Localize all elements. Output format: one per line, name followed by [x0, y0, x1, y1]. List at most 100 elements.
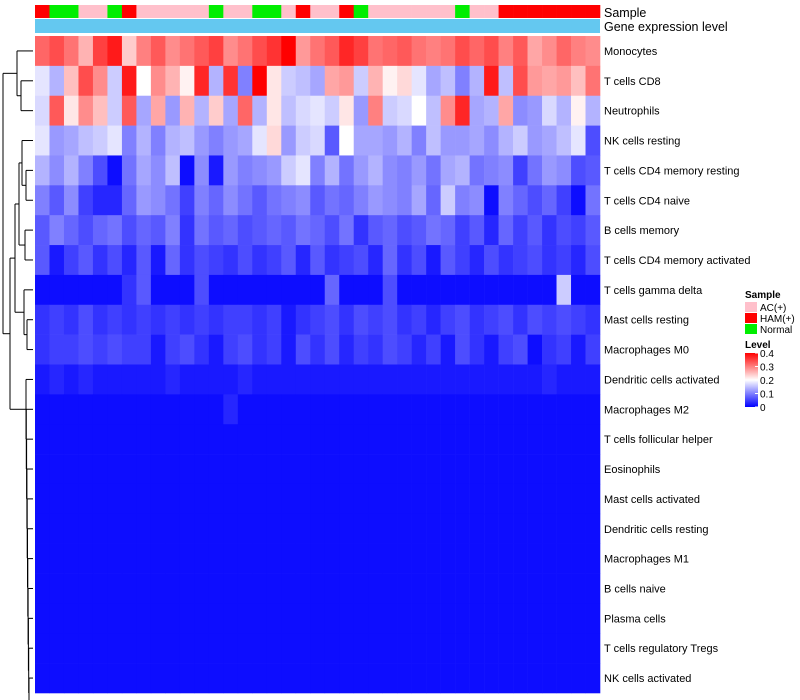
- heatmap-cell: [513, 95, 528, 126]
- heatmap-cell: [542, 304, 557, 335]
- heatmap-cell: [92, 483, 108, 515]
- heatmap-cell: [368, 65, 383, 97]
- heatmap-cell: [310, 364, 326, 395]
- heatmap-cell: [92, 573, 108, 604]
- heatmap-cell: [353, 125, 369, 156]
- heatmap-cell: [469, 36, 485, 67]
- heatmap-cell: [136, 483, 152, 515]
- heatmap-cell: [121, 603, 137, 634]
- heatmap-cell: [484, 334, 499, 365]
- heatmap-cell: [440, 215, 456, 246]
- heatmap-cell: [411, 185, 427, 216]
- heatmap-cell: [484, 36, 499, 67]
- heatmap-cell: [397, 543, 412, 574]
- heatmap-cell: [49, 424, 65, 455]
- heatmap-cell: [484, 245, 499, 276]
- sample-annotation-cell: [324, 5, 340, 18]
- row-label: T cells CD4 memory resting: [604, 165, 740, 177]
- heatmap-cell: [310, 334, 326, 365]
- heatmap-cell: [49, 483, 65, 515]
- heatmap-cell: [266, 543, 282, 574]
- heatmap-cell: [252, 424, 268, 455]
- heatmap-cell: [353, 36, 369, 67]
- heatmap-cell: [150, 36, 166, 67]
- heatmap-cell: [107, 95, 123, 126]
- heatmap-cell: [194, 304, 210, 335]
- heatmap-cell: [136, 394, 152, 425]
- heatmap-cell: [179, 125, 195, 156]
- heatmap-cell: [585, 573, 601, 604]
- heatmap-cell: [136, 245, 152, 276]
- heatmap-cell: [165, 483, 181, 515]
- heatmap-cell: [339, 663, 355, 694]
- heatmap-cell: [324, 573, 340, 604]
- sample-annotation-cell: [513, 5, 528, 18]
- heatmap-cell: [136, 454, 152, 485]
- heatmap-cell: [440, 95, 456, 126]
- heatmap-cell: [165, 274, 181, 306]
- heatmap-cell: [324, 185, 340, 216]
- heatmap-cell: [150, 573, 166, 604]
- heatmap-cell: [78, 633, 94, 664]
- heatmap-cell: [339, 334, 355, 365]
- heatmap-cell: [527, 513, 543, 544]
- heatmap-cell: [208, 36, 224, 67]
- heatmap-cell: [469, 454, 485, 485]
- heatmap-cell: [353, 65, 369, 97]
- heatmap-cell: [426, 95, 441, 126]
- heatmap-cell: [165, 215, 181, 246]
- heatmap-cell: [382, 394, 398, 425]
- heatmap-cell: [35, 364, 50, 395]
- heatmap-cell: [165, 454, 181, 485]
- heatmap-cell: [585, 663, 601, 694]
- heatmap-cell: [339, 95, 355, 126]
- heatmap-cell: [571, 155, 586, 186]
- heatmap-cell: [455, 334, 470, 365]
- level-tick-label: 0.3: [760, 363, 774, 374]
- heatmap-cell: [585, 215, 601, 246]
- heatmap-cell: [484, 65, 499, 97]
- heatmap-cell: [339, 603, 355, 634]
- heatmap-cell: [339, 304, 355, 335]
- heatmap-cell: [527, 95, 543, 126]
- heatmap-cell: [469, 394, 485, 425]
- heatmap-cell: [556, 155, 572, 186]
- heatmap-cell: [440, 36, 456, 67]
- heatmap-cell: [150, 245, 166, 276]
- heatmap-cell: [542, 543, 557, 574]
- heatmap-cell: [252, 334, 268, 365]
- sample-annotation-cell: [252, 5, 268, 18]
- heatmap-cell: [63, 274, 79, 306]
- heatmap-cell: [542, 573, 557, 604]
- heatmap-cell: [469, 125, 485, 156]
- heatmap-cell: [353, 543, 369, 574]
- heatmap-cell: [49, 364, 65, 395]
- heatmap-cell: [92, 185, 108, 216]
- sample-legend-swatch: [745, 324, 757, 334]
- heatmap-cell: [63, 65, 79, 97]
- heatmap-cell: [498, 394, 514, 425]
- heatmap-cell: [368, 364, 383, 395]
- heatmap-cell: [92, 543, 108, 574]
- heatmap-cell: [107, 125, 123, 156]
- heatmap-cell: [223, 125, 239, 156]
- heatmap-cell: [556, 454, 572, 485]
- heatmap-cell: [281, 185, 297, 216]
- heatmap-cell: [571, 65, 586, 97]
- heatmap-cell: [324, 483, 340, 515]
- heatmap-cell: [179, 185, 195, 216]
- heatmap-cell: [179, 334, 195, 365]
- heatmap-cell: [266, 185, 282, 216]
- heatmap-cell: [455, 364, 470, 395]
- heatmap-cell: [63, 513, 79, 544]
- heatmap-cell: [107, 483, 123, 515]
- heatmap-cell: [252, 125, 268, 156]
- heatmap-cell: [136, 573, 152, 604]
- heatmap-cell: [295, 125, 311, 156]
- heatmap-cell: [469, 215, 485, 246]
- heatmap-cell: [78, 215, 94, 246]
- heatmap-cell: [426, 483, 441, 515]
- heatmap-cell: [92, 364, 108, 395]
- heatmap-cell: [35, 334, 50, 365]
- heatmap-cell: [585, 633, 601, 664]
